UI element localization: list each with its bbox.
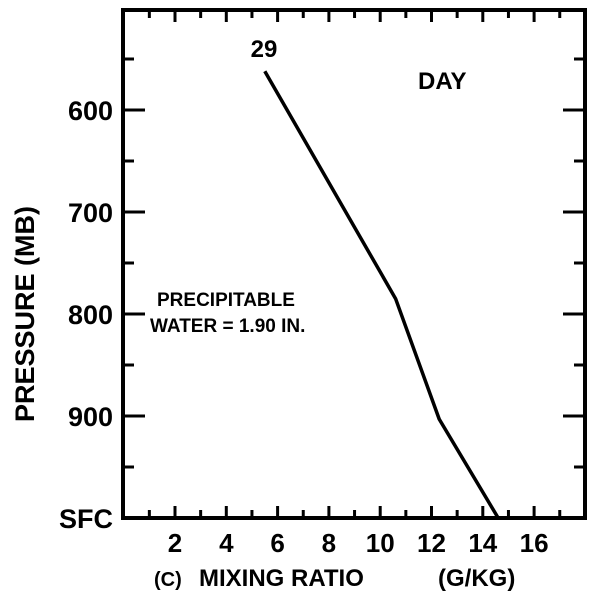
x-axis-unit: (G/KG) [438,565,515,592]
series-group [263,70,500,519]
y-axis-label: PRESSURE (MB) [10,206,40,422]
y-tick-labels: 600 700 800 900 SFC [59,96,113,534]
precip-annotation-line1: PRECIPITABLE [157,290,295,311]
x-tick-label: 10 [366,528,395,558]
y-tick-label: SFC [59,504,113,534]
series-line [263,70,500,519]
y-tick-label: 700 [68,198,113,228]
x-tick-label: 14 [468,528,497,558]
x-tick-label: 4 [219,528,234,558]
x-tick-label: 6 [270,528,284,558]
precip-annotation-line2: WATER = 1.90 IN. [150,316,305,337]
day-annotation: DAY [418,68,466,95]
series-label: 29 [251,36,278,63]
x-tick-label: 2 [168,528,182,558]
plot-frame [121,8,587,520]
y-tick-label: 800 [68,300,113,330]
x-tick-labels: 2 4 6 8 10 12 14 16 [168,528,549,558]
ticks-group [123,10,585,518]
x-axis-label: MIXING RATIO [199,565,364,592]
y-tick-label: 600 [68,96,113,126]
y-tick-label: 900 [68,402,113,432]
x-tick-label: 16 [520,528,549,558]
panel-label: (C) [154,569,182,591]
x-tick-label: 8 [322,528,336,558]
x-tick-label: 12 [417,528,446,558]
